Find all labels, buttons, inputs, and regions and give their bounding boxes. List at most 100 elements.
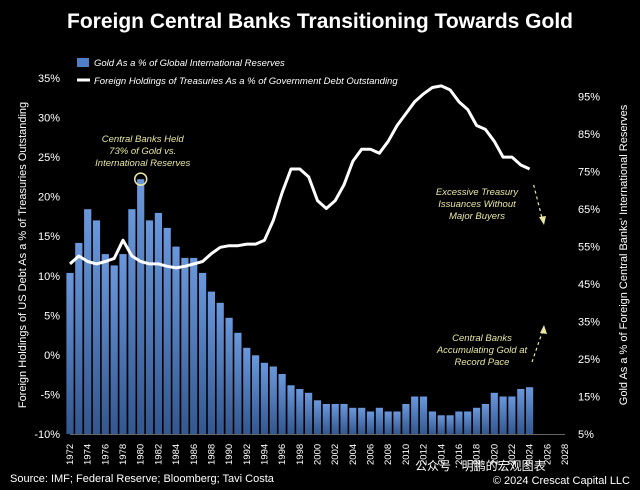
bar <box>322 404 330 434</box>
y-axis-left-label: Foreign Holdings of US Debt As a % of Tr… <box>17 102 29 408</box>
bar <box>437 415 445 434</box>
copyright-text: © 2024 Crescat Capital LLC <box>493 475 630 487</box>
x-axis: 1972 1974 1976 1978 1980 1982 1984 1986 1988 1990… <box>65 434 571 465</box>
bar <box>526 387 534 434</box>
x-tick-label: 1972 <box>65 444 76 465</box>
x-tick-label: 2024 <box>525 444 536 465</box>
bar <box>243 347 251 434</box>
x-tick-label: 2012 <box>419 444 430 465</box>
x-tick-label: 2026 <box>542 444 553 465</box>
y-left-tick-label: 20% <box>38 192 60 204</box>
bar <box>305 392 313 434</box>
bar <box>393 411 401 434</box>
bar <box>331 404 339 434</box>
annotation-arrow <box>531 329 544 363</box>
source-text: Source: IMF; Federal Reserve; Bloomberg;… <box>10 473 275 485</box>
bar <box>181 257 189 434</box>
bar <box>419 396 428 434</box>
y-right-tick-label: 75% <box>578 167 600 179</box>
bar <box>340 404 348 434</box>
legend-label-line: Foreign Holdings of Treasuries As a % of… <box>94 76 398 87</box>
chart-title: Foreign Central Banks Transitioning Towa… <box>67 10 573 33</box>
x-tick-label: 2000 <box>313 444 324 465</box>
x-tick-label: 2004 <box>348 444 359 465</box>
x-tick-label: 2020 <box>489 444 500 465</box>
annotation-text: Excessive Treasury <box>436 187 519 198</box>
bar <box>296 389 304 434</box>
y-left-tick-label: 25% <box>38 152 60 164</box>
y-right-tick-label: 95% <box>578 92 600 104</box>
bar <box>499 396 507 434</box>
y-right-tick-label: 25% <box>578 354 600 366</box>
bar <box>163 227 171 434</box>
x-tick-label: 1988 <box>206 444 217 465</box>
bar <box>366 411 375 434</box>
bar <box>481 404 489 434</box>
annotation-text: Accumulating Gold at <box>436 345 528 356</box>
x-tick-label: 1986 <box>189 444 200 465</box>
line-series <box>68 84 531 270</box>
bar <box>517 389 525 434</box>
bar <box>411 396 419 434</box>
bar <box>154 212 162 434</box>
x-tick-label: 2002 <box>330 444 341 465</box>
arrow-head-icon <box>540 325 547 334</box>
annotation-text: International Reserves <box>95 158 190 169</box>
x-tick-label: 2010 <box>401 444 412 465</box>
y-right-tick-label: 65% <box>578 204 600 216</box>
x-tick-label: 2008 <box>383 444 394 465</box>
bar <box>375 407 383 434</box>
x-tick-label: 1992 <box>242 444 253 465</box>
arrow-head-icon <box>539 216 546 225</box>
y-left-tick-label: -5% <box>40 389 60 401</box>
bar <box>75 242 83 434</box>
x-tick-label: 1984 <box>171 444 182 465</box>
y-right-tick-label: 55% <box>578 242 600 254</box>
y-left-tick-label: 0% <box>44 350 60 362</box>
y-axis-left: -10% -5% 0% 5% 10% 15% 20% 25% 30% 35% <box>34 73 60 441</box>
x-tick-label: 1974 <box>83 444 94 465</box>
y-left-tick-label: 15% <box>38 231 60 243</box>
annotation-text: Record Pace <box>455 357 510 368</box>
x-tick-label: 1982 <box>153 444 164 465</box>
x-tick-label: 2022 <box>507 444 518 465</box>
bar <box>508 396 516 434</box>
bar <box>402 404 410 434</box>
annotation-text: 73% of Gold vs. <box>109 146 176 157</box>
bar <box>464 411 472 434</box>
bar <box>252 355 260 434</box>
bar <box>287 385 295 434</box>
bar <box>92 220 101 434</box>
annotation-text: Major Buyers <box>449 211 505 222</box>
bar <box>446 415 454 434</box>
bar <box>101 254 109 434</box>
x-tick-label: 2016 <box>454 444 465 465</box>
bar <box>66 272 74 434</box>
y-axis-right-label: Gold As a % of Foreign Central Banks' In… <box>618 104 630 405</box>
bar <box>84 209 92 434</box>
bar <box>278 374 286 434</box>
bar <box>455 411 463 434</box>
bar <box>358 407 366 434</box>
annotation-arrow <box>533 184 544 223</box>
bar <box>119 254 127 434</box>
legend-label-bars: Gold As a % of Global International Rese… <box>94 58 285 69</box>
bar <box>349 407 357 434</box>
watermark-text: 公众号 · 明鹏的宏观图表 <box>415 458 546 473</box>
y-left-tick-label: 5% <box>44 310 60 322</box>
x-tick-label: 1978 <box>118 444 129 465</box>
y-left-tick-label: -10% <box>34 429 60 441</box>
x-tick-label: 1998 <box>295 444 306 465</box>
y-right-tick-label: 35% <box>578 317 600 329</box>
bar <box>216 302 224 434</box>
legend-swatch-bars <box>77 58 89 67</box>
bar <box>190 257 198 434</box>
bar <box>260 362 268 434</box>
x-tick-label: 1994 <box>260 444 271 465</box>
bar <box>313 400 322 434</box>
bar <box>234 332 242 434</box>
x-tick-label: 2018 <box>472 444 483 465</box>
y-right-tick-label: 85% <box>578 129 600 141</box>
